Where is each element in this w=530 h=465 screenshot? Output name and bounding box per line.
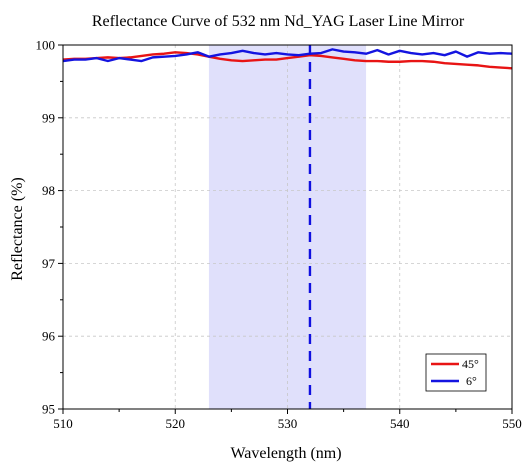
y-axis-label: Reflectance (%) — [9, 177, 26, 280]
y-tick-label: 99 — [42, 110, 55, 125]
legend-box — [425, 353, 487, 392]
grid-layer — [63, 45, 512, 409]
series-layer — [62, 48, 513, 70]
x-tick-label: 520 — [166, 416, 186, 431]
y-tick-label: 96 — [42, 329, 56, 344]
legend: 45° 6° — [425, 353, 487, 392]
y-tick-label: 95 — [42, 402, 55, 417]
x-tick-label: 530 — [278, 416, 298, 431]
legend-label-45: 45° — [462, 357, 479, 371]
legend-label-6: 6° — [466, 374, 477, 388]
y-tick-label: 97 — [42, 256, 56, 271]
x-tick-label: 510 — [53, 416, 73, 431]
y-tick-label: 100 — [36, 38, 56, 53]
x-tick-label: 540 — [390, 416, 410, 431]
axis-layer: 510 520 530 540 550 95 96 97 98 99 100 — [36, 38, 522, 432]
y-tick-label: 98 — [42, 183, 55, 198]
x-axis-label: Wavelength (nm) — [230, 445, 341, 462]
series-line-1 — [62, 48, 513, 63]
series-line-0 — [62, 51, 513, 70]
x-tick-label: 550 — [502, 416, 522, 431]
chart-title: Reflectance Curve of 532 nm Nd_YAG Laser… — [92, 13, 465, 30]
